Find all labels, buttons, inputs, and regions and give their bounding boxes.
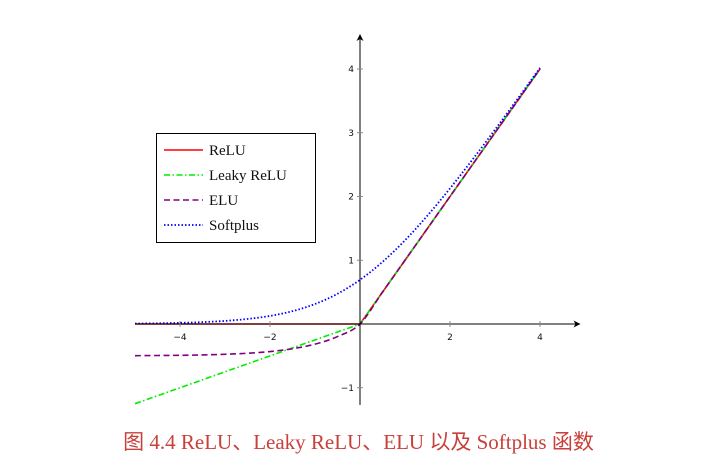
y-axis-arrow-icon [356,33,364,41]
y-tick-label: −1 [341,384,354,394]
y-tick-label: 4 [348,65,354,75]
y-tick-label: 3 [348,129,354,139]
legend: ReLU Leaky ReLU ELU Softplus [156,133,316,243]
x-tick-label: −4 [173,333,187,343]
series-line-leaky-relu [134,68,541,405]
legend-label: Softplus [209,218,259,234]
y-tick-label: 2 [348,193,354,203]
x-tick-label: 4 [537,333,543,343]
legend-label: Leaky ReLU [209,168,287,184]
figure-caption: 图 4.4 ReLU、Leaky ReLU、ELU 以及 Softplus 函数 [123,430,594,454]
series-line-elu [134,68,541,357]
legend-label: ReLU [209,143,246,159]
x-tick-label: −2 [263,333,276,343]
series-line-softplus [134,67,541,325]
legend-label: ELU [209,193,238,209]
x-axis-arrow-icon [573,320,581,328]
x-tick-label: 2 [447,333,453,343]
y-tick-label: 1 [348,256,354,266]
axes: −4 −2 2 4 −1 1 2 3 4 [135,33,581,405]
